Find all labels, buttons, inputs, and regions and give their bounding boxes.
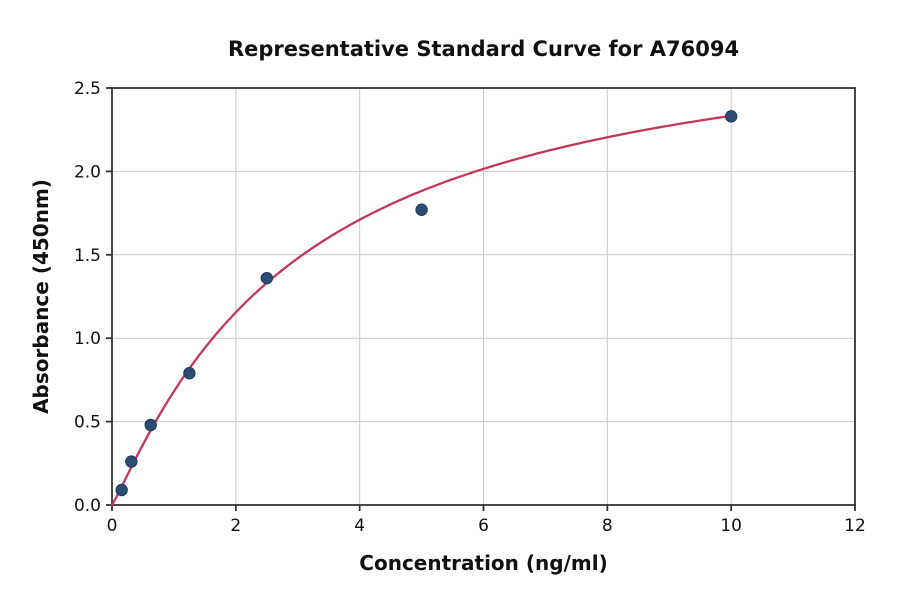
data-point-marker [125,455,138,468]
y-tick-label: 1.5 [74,246,101,266]
x-tick-label: 0 [107,516,118,536]
data-point-marker [115,483,128,497]
axis-ticks [106,87,856,511]
data-point-marker [260,271,273,285]
y-tick-label: 1.0 [74,329,101,349]
data-points [115,110,738,497]
x-tick-labels: 0 2 4 6 8 10 12 [107,516,866,536]
gridlines [111,87,856,506]
data-point-marker [144,418,157,432]
x-tick-label: 10 [720,516,742,536]
y-tick-label: 0.0 [74,496,101,516]
x-tick-label: 4 [354,516,365,536]
y-tick-label: 2.0 [74,162,101,182]
data-point-marker [724,110,738,123]
x-axis-label: Concentration (ng/ml) [359,551,607,575]
x-tick-label: 12 [844,516,866,536]
fit-curve-line [110,114,733,507]
chart-title: Representative Standard Curve for A76094 [228,37,739,61]
x-tick-label: 2 [230,516,241,536]
x-tick-label: 8 [602,516,613,536]
x-tick-label: 6 [478,516,489,536]
y-tick-labels: 0.0 0.5 1.0 1.5 2.0 2.5 [74,79,101,516]
data-point-marker [183,367,196,380]
y-axis-label: Absorbance (450nm) [29,179,53,414]
data-point-marker [415,203,428,216]
y-tick-label: 0.5 [74,413,101,433]
y-tick-label: 2.5 [74,79,101,99]
